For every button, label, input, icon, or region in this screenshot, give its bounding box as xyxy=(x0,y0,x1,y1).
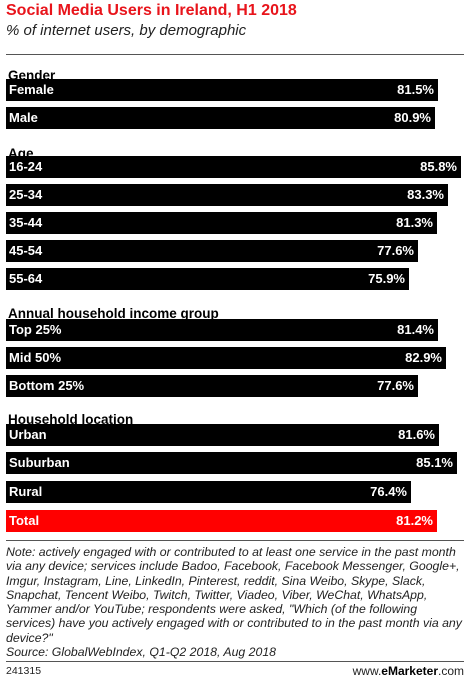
bar-value-label: 85.1% xyxy=(416,455,453,470)
bar: 16-24 85.8% xyxy=(6,156,461,178)
section-label: Household location xyxy=(8,412,134,427)
bar-value-label: 81.4% xyxy=(397,322,434,337)
bar-category-label: Bottom 25% xyxy=(9,378,85,393)
brand-suffix: .com xyxy=(437,664,464,678)
chart-note: Note: actively engaged with or contribut… xyxy=(6,545,468,659)
bar: Mid 50% 82.9% xyxy=(6,347,446,369)
bar-value-label: 77.6% xyxy=(377,378,414,393)
brand-name: eMarketer xyxy=(381,664,438,678)
bar: Urban 81.6% xyxy=(6,424,439,446)
header-divider xyxy=(6,54,464,55)
bar-value-label: 81.3% xyxy=(396,215,433,230)
bar-category-label: 55-64 xyxy=(9,271,43,286)
bar: 35-44 81.3% xyxy=(6,212,437,234)
footer-divider xyxy=(6,540,464,541)
chart-subtitle: % of internet users, by demographic xyxy=(6,22,247,39)
bar: Rural 76.4% xyxy=(6,481,411,503)
bar: Bottom 25% 77.6% xyxy=(6,375,418,397)
brand-logo: www.eMarketer.com xyxy=(353,664,464,678)
bar-category-label: Suburban xyxy=(9,455,70,470)
bar: 25-34 83.3% xyxy=(6,184,448,206)
total-bar: Total 81.2% xyxy=(6,510,437,532)
brand-prefix: www. xyxy=(352,664,382,678)
bar-value-label: 81.2% xyxy=(396,513,433,528)
chart-title: Social Media Users in Ireland, H1 2018 xyxy=(6,2,297,19)
bar-category-label: 45-54 xyxy=(9,243,43,258)
bar-value-label: 75.9% xyxy=(368,271,405,286)
chart-id: 241315 xyxy=(6,665,42,677)
bar: Suburban 85.1% xyxy=(6,452,457,474)
bar-category-label: 16-24 xyxy=(9,159,43,174)
bar-value-label: 82.9% xyxy=(405,350,442,365)
bar-value-label: 81.6% xyxy=(398,427,435,442)
source-text: Source: GlobalWebIndex, Q1-Q2 2018, Aug … xyxy=(6,645,277,660)
bar-category-label: Female xyxy=(9,82,54,97)
bar-value-label: 80.9% xyxy=(394,110,431,125)
note-text: Note: actively engaged with or contribut… xyxy=(6,545,462,645)
bar-category-label: Mid 50% xyxy=(9,350,62,365)
bottom-divider xyxy=(6,661,464,662)
bar: Top 25% 81.4% xyxy=(6,319,438,341)
bar-category-label: 35-44 xyxy=(9,215,43,230)
bar-value-label: 76.4% xyxy=(370,484,407,499)
bar: Female 81.5% xyxy=(6,79,438,101)
bar-value-label: 77.6% xyxy=(377,243,414,258)
bar-category-label: Male xyxy=(9,110,38,125)
bar-category-label: Total xyxy=(9,513,40,528)
bar-category-label: Top 25% xyxy=(9,322,62,337)
bar: 45-54 77.6% xyxy=(6,240,418,262)
bar-category-label: Urban xyxy=(9,427,47,442)
bar-value-label: 85.8% xyxy=(420,159,457,174)
bar-category-label: Rural xyxy=(9,484,43,499)
bar-category-label: 25-34 xyxy=(9,187,43,202)
section-label: Annual household income group xyxy=(8,306,219,321)
bar-value-label: 83.3% xyxy=(407,187,444,202)
bar: Male 80.9% xyxy=(6,107,435,129)
bar: 55-64 75.9% xyxy=(6,268,409,290)
bar-value-label: 81.5% xyxy=(397,82,434,97)
